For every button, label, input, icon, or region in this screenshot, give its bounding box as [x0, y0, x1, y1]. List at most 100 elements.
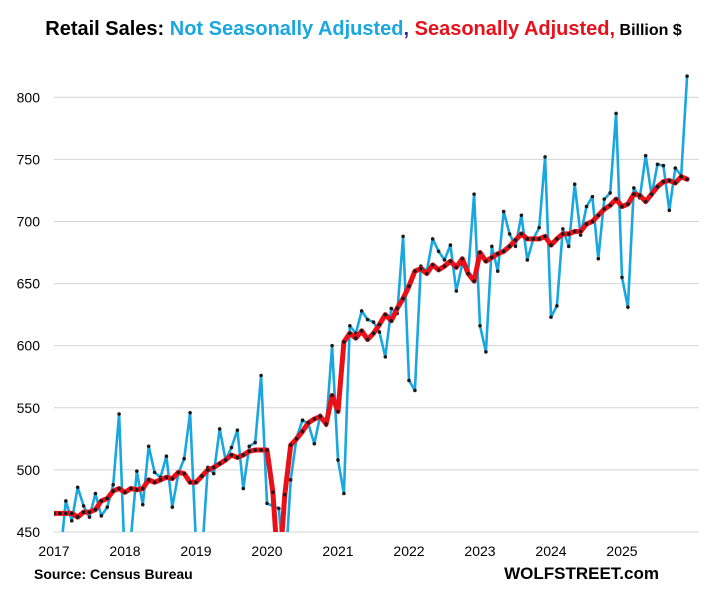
sa-series-point [626, 202, 630, 206]
title-comma: , [403, 18, 410, 40]
nsa-series-point [661, 163, 666, 168]
sa-series-point [265, 448, 269, 452]
nsa-series-point [490, 244, 494, 249]
sa-series-point [140, 486, 145, 491]
sa-series-point [359, 328, 364, 333]
nsa-series-point [537, 225, 541, 230]
sa-series-point [324, 422, 328, 426]
sa-series-point [164, 475, 169, 480]
nsa-series-point [217, 427, 222, 431]
x-tick-label: 2023 [464, 543, 495, 559]
sa-series-point [105, 496, 110, 501]
sa-series-point [81, 510, 86, 514]
nsa-series-point [259, 373, 263, 378]
nsa-series-point [87, 515, 92, 519]
sa-series-point [377, 322, 382, 327]
sa-series-point [247, 449, 252, 454]
sa-series-point [288, 443, 293, 447]
sa-series-point [667, 178, 672, 183]
nsa-series-point [472, 192, 476, 196]
sa-series-point [318, 414, 323, 419]
sa-series-point [241, 453, 246, 457]
y-tick-label: 750 [17, 151, 41, 167]
sa-series-point [389, 319, 394, 323]
sa-series-point [602, 207, 607, 211]
sa-series-point [525, 237, 530, 241]
nsa-series-point [99, 514, 104, 518]
nsa-series-point [572, 182, 577, 187]
sa-series-point [111, 489, 115, 493]
sa-series-point [229, 453, 234, 457]
nsa-series-point [543, 155, 547, 159]
sa-series-point [330, 393, 334, 398]
x-tick-label: 2017 [38, 543, 69, 559]
nsa-series-point [484, 350, 488, 354]
sa-series-point [87, 510, 92, 514]
sa-series-point [306, 420, 311, 425]
sa-series-point [401, 296, 405, 301]
x-tick-label: 2021 [322, 543, 353, 559]
sa-series-point [235, 455, 240, 460]
nsa-series-point [454, 289, 459, 293]
nsa-series-line [61, 74, 689, 532]
nsa-series-point [235, 428, 240, 432]
grid-layer [54, 96, 699, 533]
nsa-series-point [152, 470, 157, 475]
nsa-series-point [330, 343, 334, 348]
y-tick-label: 600 [17, 338, 41, 354]
sa-series-point [419, 266, 423, 271]
nsa-series-point [283, 577, 287, 581]
sa-series-point [620, 204, 624, 209]
nsa-series-point [211, 471, 216, 476]
y-tick-label: 550 [17, 400, 41, 416]
sa-series-point [217, 461, 222, 466]
sa-series-point [478, 250, 482, 255]
sa-series-point [117, 486, 121, 491]
nsa-series-point [667, 208, 672, 213]
sa-series-point [395, 306, 399, 311]
x-tick-label: 2022 [393, 543, 424, 559]
nsa-series-point [241, 486, 246, 491]
sa-series-point [442, 264, 447, 268]
nsa-series-point [436, 249, 441, 254]
sa-series-point [271, 490, 275, 495]
sa-series-point [176, 470, 181, 475]
sa-series-point [407, 284, 411, 288]
nsa-series-point [135, 469, 139, 473]
sa-series-point [348, 331, 352, 336]
sa-series-point [566, 232, 571, 236]
sa-series-point [448, 259, 453, 264]
sa-series-point [413, 269, 417, 273]
nsa-series-point [105, 505, 110, 509]
nsa-series-point [253, 440, 257, 445]
x-tick-label: 2019 [180, 543, 211, 559]
sa-series-point [632, 192, 636, 196]
sa-series-point [194, 480, 198, 485]
nsa-series-point [312, 442, 317, 446]
sa-series-point [342, 340, 346, 344]
sa-series-point [69, 511, 74, 516]
y-tick-label: 650 [17, 276, 41, 292]
sa-series-point [596, 213, 601, 218]
sa-series-point [188, 480, 192, 485]
nsa-series-point [584, 204, 589, 209]
sa-series-point [259, 448, 263, 452]
sa-series-point [543, 234, 547, 239]
sa-series-point [312, 417, 317, 421]
sa-series-point [436, 268, 441, 272]
nsa-series-point [288, 478, 293, 482]
sa-series-point [54, 511, 56, 516]
nsa-series-point [632, 186, 636, 190]
sa-series-point [584, 222, 589, 226]
nsa-series-point [614, 111, 618, 116]
x-tick-label: 2024 [535, 543, 566, 559]
x-tick-label: 2025 [606, 543, 637, 559]
nsa-series-point [620, 275, 624, 280]
nsa-series-point [93, 491, 98, 496]
nsa-series-point [377, 330, 382, 334]
nsa-series-point [478, 324, 482, 328]
nsa-series-point [348, 324, 352, 328]
nsa-series-point [561, 227, 565, 231]
nsa-series-point [655, 162, 660, 167]
nsa-series-point [549, 315, 553, 319]
